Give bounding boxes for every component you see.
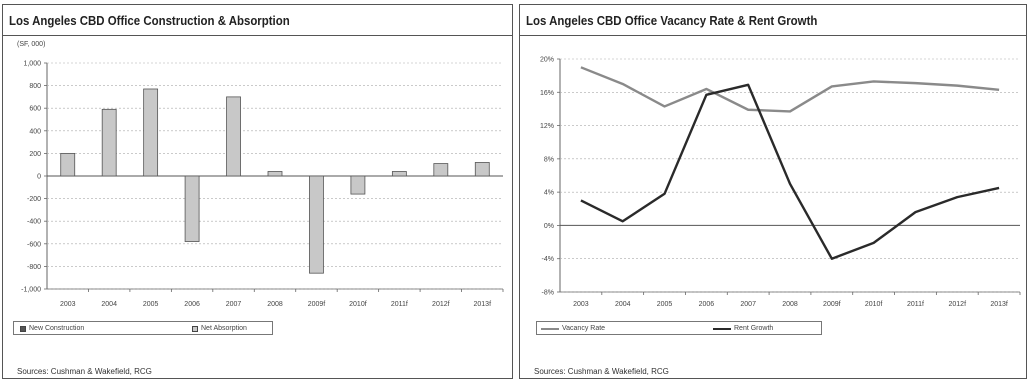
net-absorption-bar (267, 171, 283, 177)
construction-chart-title: Los Angeles CBD Office Construction & Ab… (9, 13, 290, 28)
x-tick-label: 2004 (101, 301, 117, 308)
y-tick-label: 12% (540, 123, 554, 130)
y-tick-label: 200 (29, 151, 41, 158)
bar-chart: 1,000 800 600 400 200 0 -200 -400 -600 -800 -1,000… (21, 61, 504, 308)
x-tick-label: 2008 (267, 301, 283, 308)
construction-absorption-panel: Los Angeles CBD Office Construction & Ab… (2, 4, 513, 379)
rent-growth-swatch (713, 327, 731, 330)
y-tick-label: -8% (542, 290, 554, 297)
x-tick-label: 2005 (657, 301, 673, 308)
x-tick-label: 2012f (432, 301, 450, 308)
x-tick-label: 2007 (740, 301, 756, 308)
left-source-note: Sources: Cushman & Wakefield, RCG (17, 367, 152, 376)
x-tick-label: 2003 (60, 301, 76, 308)
net-absorption-bar (60, 152, 76, 177)
y-tick-label: 8% (544, 156, 554, 163)
title-divider (520, 35, 1026, 36)
x-tick-label: 2013f (474, 301, 492, 308)
x-tick-label: 2010f (349, 301, 367, 308)
net-absorption-bar (350, 175, 366, 195)
net-absorption-swatch (192, 325, 198, 332)
x-tick-label: 2004 (615, 301, 631, 308)
y-tick-label: 1,000 (23, 61, 41, 68)
legend-rent-growth-label: Rent Growth (734, 325, 774, 332)
x-tick-label: 2012f (949, 301, 967, 308)
net-absorption-bar (226, 96, 241, 177)
legend-vacancy-rate: Vacancy Rate (541, 323, 605, 334)
x-tick-label: 2003 (573, 301, 589, 308)
x-tick-label: 2006 (699, 301, 715, 308)
new-construction-swatch (20, 325, 26, 332)
bar-chart-legend: New Construction Net Absorption (13, 321, 273, 335)
net-absorption-bar (184, 175, 200, 242)
net-absorption-bar (309, 175, 324, 274)
y-tick-label: -4% (542, 256, 554, 263)
x-tick-label: 2009f (308, 301, 326, 308)
legend-net-absorption-label: Net Absorption (201, 325, 247, 332)
net-absorption-bar (101, 108, 117, 177)
right-source-note: Sources: Cushman & Wakefield, RCG (534, 367, 669, 376)
y-tick-label: -200 (27, 196, 41, 203)
y-tick-label: 4% (544, 190, 554, 197)
line-chart-legend: Vacancy Rate Rent Growth (536, 321, 822, 335)
y-axis-unit-label: (SF, 000) (17, 41, 46, 48)
x-tick-label: 2007 (226, 301, 242, 308)
y-tick-label: 0% (544, 223, 554, 230)
y-tick-label: -600 (27, 241, 41, 248)
x-tick-label: 2010f (865, 301, 883, 308)
y-tick-label: 20% (540, 57, 554, 64)
vacancy-rate-line (580, 66, 1000, 113)
y-tick-label: -800 (27, 264, 41, 271)
x-tick-label: 2005 (143, 301, 159, 308)
net-absorption-bar (143, 88, 159, 177)
net-absorption-bar (391, 171, 407, 177)
vacancy-rent-panel: Los Angeles CBD Office Vacancy Rate & Re… (519, 4, 1027, 379)
y-tick-label: 800 (29, 83, 41, 90)
legend-vacancy-rate-label: Vacancy Rate (562, 325, 606, 332)
legend-rent-growth: Rent Growth (713, 323, 773, 334)
y-tick-label: 16% (540, 90, 554, 97)
x-tick-label: 2011f (907, 301, 924, 308)
x-tick-label: 2013f (990, 301, 1008, 308)
net-absorption-bar (474, 162, 490, 177)
x-tick-label: 2009f (823, 301, 841, 308)
legend-new-construction: New Construction (20, 323, 84, 334)
y-tick-label: -1,000 (21, 287, 41, 294)
x-tick-label: 2011f (391, 301, 408, 308)
x-tick-label: 2006 (184, 301, 200, 308)
title-divider (3, 35, 512, 36)
y-tick-label: 400 (29, 128, 41, 135)
vacancy-chart-title: Los Angeles CBD Office Vacancy Rate & Re… (526, 13, 818, 28)
y-tick-label: 600 (29, 106, 41, 113)
rent-growth-line (580, 83, 1000, 260)
legend-new-construction-label: New Construction (29, 325, 85, 332)
vacancy-rate-swatch (541, 327, 559, 330)
y-tick-label: 0 (37, 174, 41, 181)
net-absorption-bar (433, 163, 449, 177)
line-chart: 20% 16% 12% 8% 4% 0% -4% -8% 2003 2004 2005 2006 200… (540, 57, 1021, 308)
y-tick-label: -400 (27, 219, 41, 226)
legend-net-absorption: Net Absorption (192, 323, 247, 334)
x-tick-label: 2008 (782, 301, 798, 308)
